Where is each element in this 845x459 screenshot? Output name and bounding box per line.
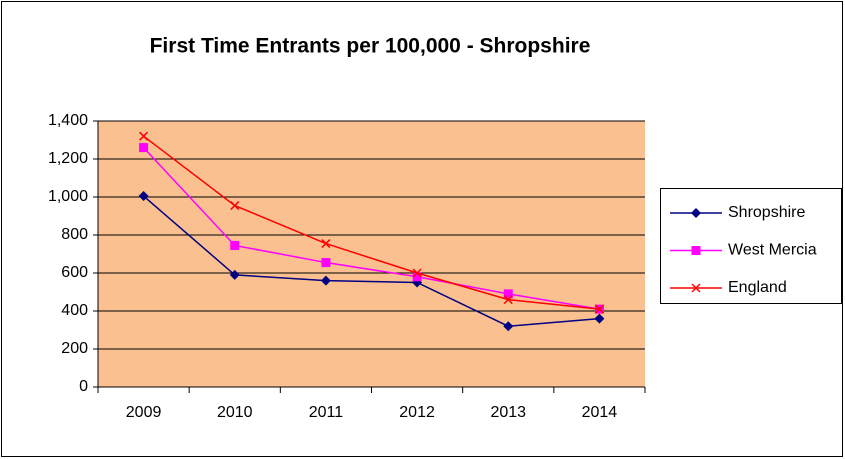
marker (230, 201, 240, 211)
marker (594, 313, 605, 324)
x-tick-label: 2011 (309, 404, 344, 421)
legend-label: West Mercia (728, 242, 817, 259)
marker (691, 208, 701, 218)
marker (503, 295, 513, 305)
marker (691, 283, 701, 293)
y-tick-label: 600 (61, 264, 88, 281)
marker (139, 143, 149, 153)
x-tick-label: 2013 (490, 404, 526, 421)
x-tick-label: 2009 (126, 404, 162, 421)
y-tick-label: 400 (61, 302, 88, 319)
legend-box (660, 188, 842, 304)
marker (691, 246, 701, 255)
marker (229, 269, 240, 280)
y-tick-label: 200 (61, 340, 88, 357)
marker (230, 240, 240, 250)
marker (321, 258, 331, 268)
marker (503, 321, 514, 332)
series-line (143, 147, 600, 310)
plot-area (98, 121, 645, 387)
series-line (143, 135, 600, 310)
chart-title: First Time Entrants per 100,000 - Shrops… (150, 35, 591, 58)
marker (503, 289, 513, 299)
y-tick-label: 1,200 (48, 150, 88, 167)
legend-label: England (728, 279, 787, 296)
y-tick-label: 1,000 (48, 188, 88, 205)
y-tick-label: 1,400 (48, 112, 88, 129)
legend-label: Shropshire (728, 204, 805, 221)
marker (321, 239, 331, 249)
marker (594, 304, 604, 314)
marker (320, 275, 331, 286)
series-line (143, 195, 600, 327)
marker (138, 191, 149, 202)
x-tick-label: 2014 (582, 404, 618, 421)
x-tick-label: 2012 (399, 404, 435, 421)
marker (412, 268, 422, 278)
y-tick-label: 0 (79, 378, 88, 395)
marker (139, 131, 149, 141)
y-tick-label: 800 (61, 226, 88, 243)
marker (412, 272, 422, 282)
x-tick-label: 2010 (217, 404, 253, 421)
